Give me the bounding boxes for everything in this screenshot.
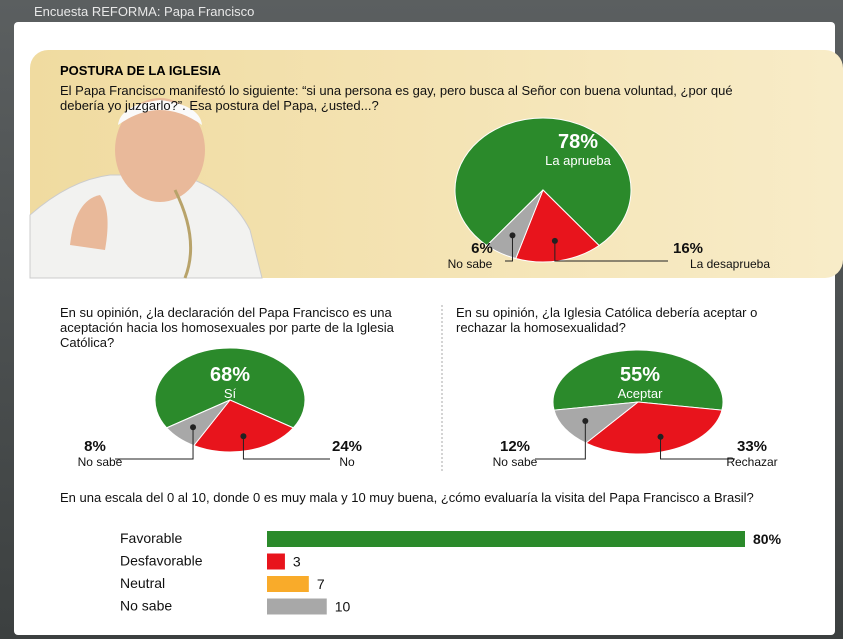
category-label: La desaprueba <box>690 257 770 271</box>
category-label: Favorable <box>120 530 182 546</box>
question: El Papa Francisco manifestó lo siguiente… <box>60 83 733 113</box>
value-label: 55% <box>620 364 660 386</box>
category-label: La aprueba <box>545 153 612 168</box>
leader-dot <box>240 433 247 440</box>
bar <box>267 598 327 615</box>
value-label: 7 <box>317 576 325 592</box>
leader-line <box>115 427 194 460</box>
leader-line <box>660 436 735 460</box>
bar <box>267 531 745 547</box>
value-label: 10 <box>335 599 351 615</box>
category-label: No sabe <box>493 455 538 469</box>
pie-slice <box>486 189 544 260</box>
header: Encuesta REFORMA: Papa Francisco <box>34 4 254 19</box>
leader-line <box>505 235 513 262</box>
leader-dot <box>657 433 664 440</box>
pie-slice <box>552 349 724 411</box>
value-label: 6% <box>471 240 493 257</box>
value-label: 33% <box>737 438 767 455</box>
value-label: 3 <box>293 554 301 570</box>
question: En una escala del 0 al 10, donde 0 es mu… <box>60 490 754 505</box>
category-label: Desfavorable <box>120 553 203 569</box>
pope-illustration <box>29 98 263 279</box>
value-label: 8% <box>84 438 106 455</box>
leader-dot <box>551 237 558 244</box>
category-label: No sabe <box>120 598 172 614</box>
leader-dot <box>190 424 197 431</box>
leader-dot <box>582 418 589 425</box>
bar <box>267 576 309 592</box>
bar <box>267 553 285 570</box>
category-label: No sabe <box>448 257 493 271</box>
pie-slice <box>165 399 231 447</box>
pie-slice <box>454 117 632 247</box>
question: En su opinión, ¿la declaración del Papa … <box>60 305 394 350</box>
leader-line <box>535 421 586 460</box>
value-label: 16% <box>673 240 703 257</box>
pie-slice <box>154 347 306 429</box>
value-label: 24% <box>332 438 362 455</box>
category-label: Sí <box>224 386 237 401</box>
pie-slice <box>584 401 723 455</box>
question: En su opinión, ¿la Iglesia Católica debe… <box>456 305 758 335</box>
section-title: POSTURA DE LA IGLESIA <box>60 63 221 78</box>
leader-dot <box>509 232 516 239</box>
value-label: 12% <box>500 438 530 455</box>
category-label: Rechazar <box>726 455 777 469</box>
category-label: No <box>339 455 355 469</box>
leader-line <box>242 436 330 460</box>
value-label: 78% <box>558 131 598 153</box>
category-label: Neutral <box>120 575 165 591</box>
category-label: No sabe <box>78 455 123 469</box>
value-label: 68% <box>210 364 250 386</box>
category-label: Aceptar <box>618 386 663 401</box>
pie-slice <box>193 399 295 453</box>
value-label: 80% <box>753 531 782 547</box>
leader-line <box>554 240 668 262</box>
